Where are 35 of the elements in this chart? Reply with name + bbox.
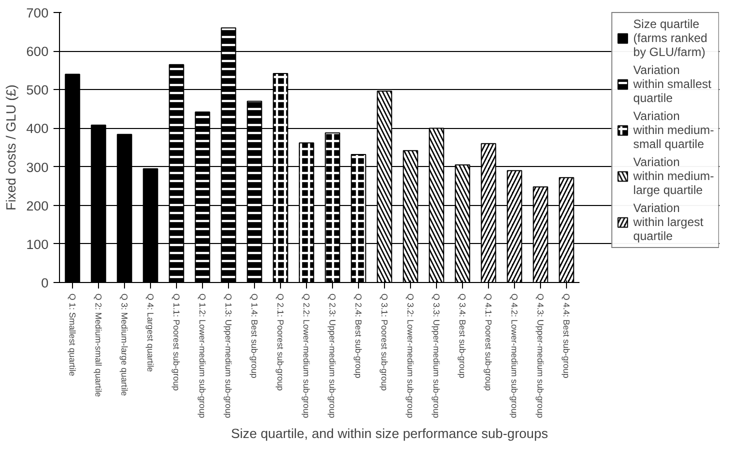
x-tick-label: Q 1: Smallest quartile bbox=[68, 294, 78, 376]
x-tick-label: Q 4: Largest quartile bbox=[146, 294, 156, 372]
x-tick-label: Q 1.4: Best sub-group bbox=[250, 294, 260, 378]
x-tick-label: Q 1.2: Lower-medium sub-group bbox=[198, 294, 208, 418]
x-tick-label: Q 2: Medium-small quartile bbox=[94, 294, 104, 398]
x-tick-label: Q 2.1: Poorest sub-group bbox=[276, 294, 286, 391]
x-tick-label: Q 3.3: Upper-medium sub-group bbox=[432, 294, 442, 418]
y-tick-label: 700 bbox=[26, 6, 49, 20]
x-tick-label: Q 2.3: Upper-medium sub-group bbox=[328, 294, 338, 418]
legend-label: Variation within largest quartile bbox=[633, 201, 704, 243]
x-tick-label: Q 3: Medium-large quartile bbox=[120, 294, 130, 396]
x-tick-label: Q 4.3: Upper-medium sub-group bbox=[536, 294, 546, 418]
x-tick-label: Q 3.1: Poorest sub-group bbox=[380, 294, 390, 391]
y-axis-title: Fixed costs / GLU (£) bbox=[3, 84, 18, 210]
y-tick-label: 400 bbox=[26, 121, 49, 136]
y-tick-label: 200 bbox=[26, 198, 49, 214]
legend-label: Variation within smallest quartile bbox=[633, 63, 712, 105]
y-tick-label: 600 bbox=[26, 44, 49, 60]
x-tick-label: Q 4.4: Best sub-group bbox=[562, 294, 572, 378]
x-tick-label: Q 4.2: Lower-medium sub-group bbox=[510, 294, 520, 418]
x-tick-label: Q 4.1: Poorest sub-group bbox=[484, 294, 494, 391]
legend-label: Size quartile (farms ranked by GLU/farm) bbox=[633, 17, 708, 59]
y-tick-label: 500 bbox=[26, 82, 49, 98]
x-tick-label: Q 2.4: Best sub-group bbox=[354, 294, 364, 378]
x-tick-label: Q 3.2: Lower-medium sub-group bbox=[406, 294, 416, 418]
x-tick-label: Q 1.3: Upper-medium sub-group bbox=[224, 294, 234, 418]
y-tick-label: 100 bbox=[26, 236, 49, 252]
y-tick-label: 300 bbox=[26, 160, 49, 175]
x-tick-label: Q 1.1: Poorest sub-group bbox=[172, 294, 182, 391]
y-tick-label: 0 bbox=[41, 276, 49, 290]
legend-label: Variation within medium-large quartile bbox=[633, 155, 714, 197]
legend-label: Variation within medium-small quartile bbox=[633, 109, 714, 151]
x-axis-title: Size quartile, and within size performance sub-groups bbox=[230, 426, 548, 442]
x-tick-label: Q 2.2: Lower-medium sub-group bbox=[302, 294, 312, 418]
x-tick-label: Q 3.4: Best sub-group bbox=[458, 294, 468, 378]
